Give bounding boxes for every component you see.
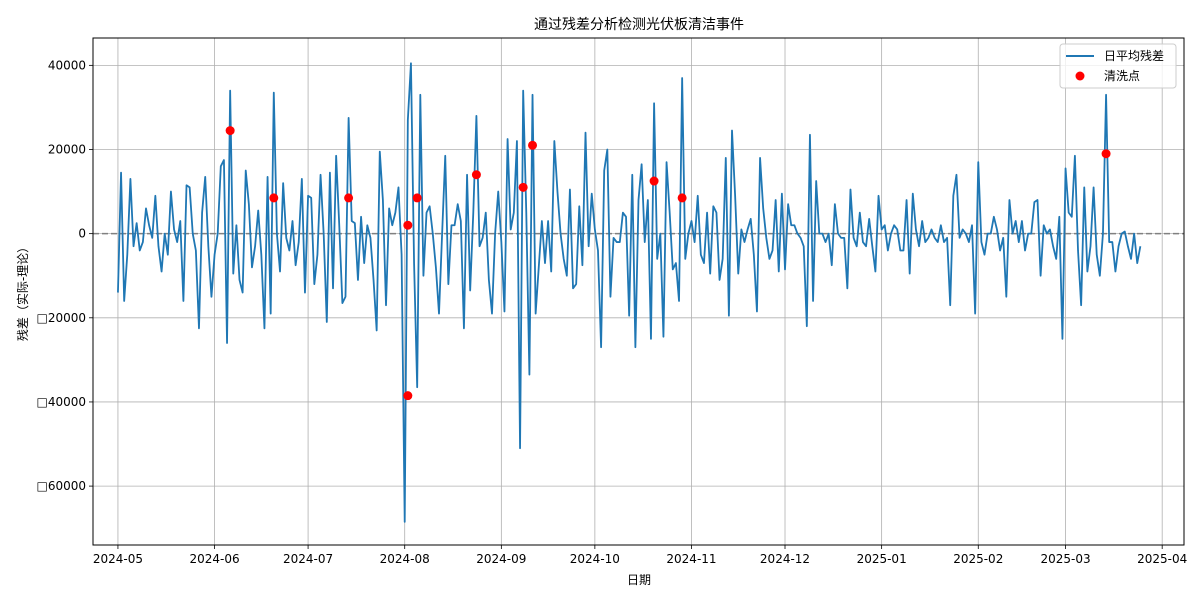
x-tick-label: 2024-10 xyxy=(570,552,620,566)
cleaning-point xyxy=(269,193,279,203)
x-tick-label: 2025-04 xyxy=(1137,552,1187,566)
y-tick-label: □40000 xyxy=(36,395,86,409)
cleaning-point xyxy=(518,182,528,192)
x-tick-label: 2024-11 xyxy=(666,552,716,566)
x-tick-label: 2024-07 xyxy=(283,552,333,566)
legend: 日平均残差 清洗点 xyxy=(1059,43,1177,89)
y-tick-label: 40000 xyxy=(48,58,86,72)
cleaning-point xyxy=(225,126,235,136)
legend-point-swatch xyxy=(1075,71,1085,81)
cleaning-point xyxy=(649,176,659,186)
x-tick-label: 2025-01 xyxy=(857,552,907,566)
cleaning-point xyxy=(344,193,354,203)
x-tick-label: 2025-03 xyxy=(1040,552,1090,566)
cleaning-point xyxy=(471,170,481,180)
y-axis-label: 残差（实际-理论） xyxy=(15,241,30,341)
x-tick-layer: 2024-05 2024-06 2024-07 2024-08 2024-09 2024-… xyxy=(93,545,1187,566)
cleaning-point xyxy=(412,193,422,203)
cleaning-point xyxy=(403,391,413,401)
cleaning-point xyxy=(677,193,687,203)
x-tick-label: 2024-09 xyxy=(476,552,526,566)
series-line-daily-residual xyxy=(117,62,1142,523)
cleaning-point xyxy=(403,220,413,230)
legend-label-points: 清洗点 xyxy=(1104,69,1140,83)
y-tick-label: 0 xyxy=(78,227,86,241)
chart-title: 通过残差分析检测光伏板清洁事件 xyxy=(534,17,744,33)
y-tick-label: 20000 xyxy=(48,142,86,156)
x-tick-label: 2024-08 xyxy=(380,552,430,566)
x-axis-label: 日期 xyxy=(627,573,651,587)
y-tick-label: □60000 xyxy=(36,479,86,493)
legend-label-line: 日平均残差 xyxy=(1104,49,1164,63)
x-tick-label: 2024-06 xyxy=(189,552,239,566)
line-layer xyxy=(117,62,1142,523)
x-tick-label: 2024-12 xyxy=(760,552,810,566)
point-layer xyxy=(225,126,1111,401)
cleaning-point xyxy=(528,140,538,150)
cleaning-point xyxy=(1101,149,1111,159)
plot-frame xyxy=(92,37,1185,546)
y-tick-layer: 40000 20000 0 □20000 □40000 □60000 xyxy=(36,58,93,493)
x-tick-label: 2025-02 xyxy=(953,552,1003,566)
x-tick-label: 2024-05 xyxy=(93,552,143,566)
y-tick-label: □20000 xyxy=(36,311,86,325)
